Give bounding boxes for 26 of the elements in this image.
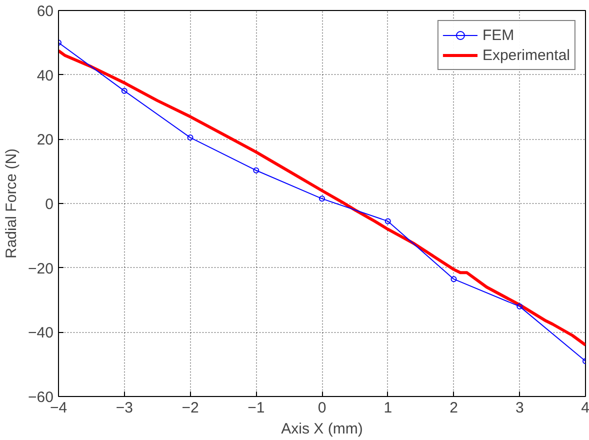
legend-label: Experimental — [482, 46, 570, 64]
y-tick-label: 40 — [36, 67, 54, 84]
point — [319, 196, 325, 202]
y-tick-label: 60 — [36, 3, 54, 20]
point — [516, 303, 523, 310]
x-tick-label: 4 — [581, 400, 589, 416]
y-axis-title: Radial Force (N) — [3, 148, 20, 259]
x-tick-label: −3 — [116, 400, 133, 416]
x-tick-label: −1 — [248, 400, 265, 416]
x-tick-label: 3 — [515, 400, 524, 416]
y-tick-label: 0 — [45, 196, 54, 213]
point — [450, 276, 457, 282]
point — [253, 167, 260, 174]
y-tick-label: −40 — [28, 324, 54, 342]
legend-label: FEM — [482, 26, 514, 44]
point — [121, 88, 128, 94]
point — [187, 134, 194, 141]
x-tick-label: −2 — [182, 400, 199, 416]
point — [384, 218, 391, 224]
y-tick-label: 20 — [36, 132, 54, 149]
x-tick-label: 2 — [450, 400, 458, 416]
x-tick-label: 1 — [384, 400, 392, 416]
x-axis-title: Axis X (mm) — [281, 420, 363, 438]
y-tick-label: −60 — [28, 389, 54, 406]
x-tick-label: 0 — [318, 400, 326, 416]
y-tick-label: −20 — [28, 260, 54, 278]
